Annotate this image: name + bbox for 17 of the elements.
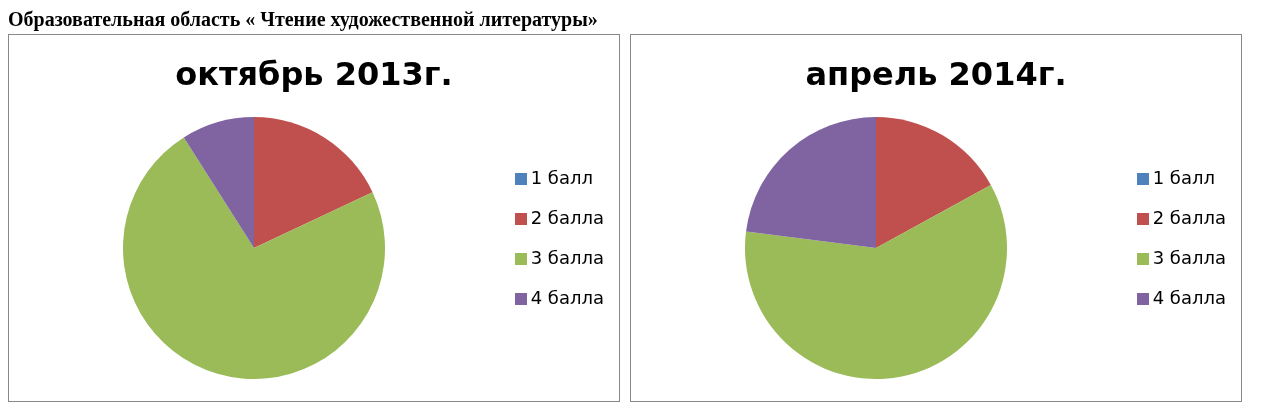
pie-slice <box>123 137 385 379</box>
chart-title: апрель 2014г. <box>804 55 1068 93</box>
pie-slice <box>746 117 876 248</box>
legend-label: 2 балла <box>530 207 604 228</box>
text: Образовательная область « Чтение художественной литературы» <box>8 8 598 30</box>
pie-slice <box>183 117 254 248</box>
legend-label: 3 балла <box>530 247 604 268</box>
legend-label: 1 балл <box>1152 167 1215 188</box>
chart-title: октябрь 2013г. <box>174 55 454 93</box>
legend-label: 1 балл <box>530 167 593 188</box>
legend-label: 4 балла <box>1152 287 1226 308</box>
legend-label: 2 балла <box>1152 207 1226 228</box>
pie-slice <box>876 117 991 248</box>
legend-label: 3 балла <box>1152 247 1226 268</box>
legend-label: 4 балла <box>530 287 604 308</box>
pie-slice <box>254 117 373 248</box>
pie-slice <box>745 184 1007 379</box>
